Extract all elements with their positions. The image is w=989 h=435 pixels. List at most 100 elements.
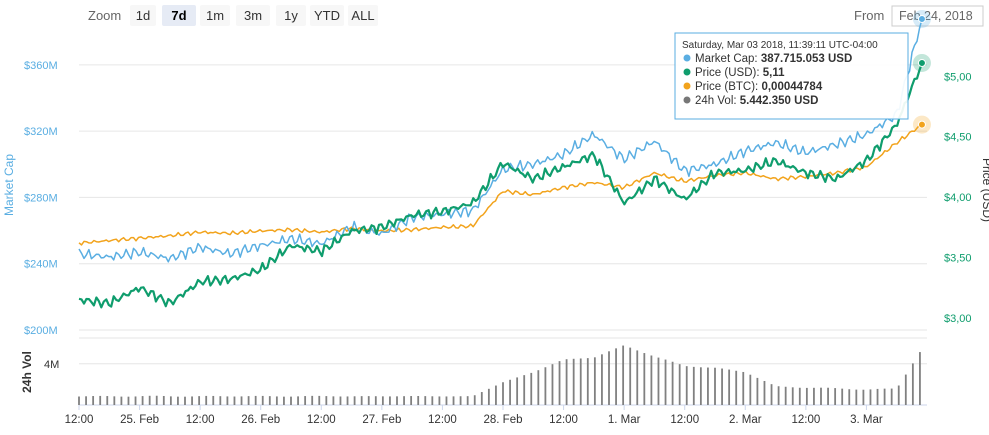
market-cap-tick-label: $280M <box>24 192 58 204</box>
tooltip-header: Saturday, Mar 03 2018, 11:39:11 UTC-04:0… <box>682 40 878 51</box>
volume-bar <box>155 395 158 405</box>
x-tick-label: 12:00 <box>186 414 215 426</box>
volume-bar <box>820 387 822 405</box>
volume-bar <box>714 367 716 405</box>
zoom-label: Zoom <box>88 8 121 23</box>
volume-tick-label: 4M <box>44 359 59 371</box>
volume-bar <box>445 396 448 405</box>
market-cap-axis-title: Market Cap <box>2 154 16 216</box>
zoom-button-ALL[interactable]: ALL <box>351 8 374 23</box>
range-selector: Zoom 1d 7d 1m 3m 1y YTD ALL From Feb 24, 2018 <box>88 5 984 27</box>
x-axis: 12:00 25. Feb 12:00 26. Feb 12:00 27. Feb 12:0… <box>65 405 883 426</box>
volume-bar <box>565 359 568 405</box>
x-tick-label: 28. Feb <box>484 414 523 426</box>
zoom-buttons: 1d 7d 1m 3m 1y YTD ALL <box>130 5 378 26</box>
zoom-button-bg-3m[interactable] <box>236 5 270 26</box>
zoom-button-3m[interactable]: 3m <box>244 8 262 23</box>
volume-bar <box>389 396 391 405</box>
x-tick-label: 26. Feb <box>241 414 280 426</box>
volume-bar <box>374 396 377 405</box>
volume-bar <box>883 388 886 405</box>
volume-bar <box>622 345 625 405</box>
volume-bar <box>120 396 123 405</box>
zoom-button-YTD[interactable]: YTD <box>314 8 340 23</box>
volume-bar <box>601 354 603 405</box>
zoom-button-1y[interactable]: 1y <box>284 8 298 23</box>
volume-bar <box>890 388 893 405</box>
x-tick-label: 2. Mar <box>729 414 762 426</box>
volume-bar <box>728 369 731 405</box>
volume-bar <box>791 387 794 405</box>
zoom-button-bg-1d[interactable] <box>130 5 156 26</box>
volume-bar <box>424 396 427 405</box>
tooltip-row-value: 5.442.350 USD <box>740 95 819 107</box>
volume-bar <box>169 396 172 405</box>
tooltip-row-label: Price (BTC): <box>695 81 761 93</box>
volume-bar <box>678 364 681 405</box>
volume-bar <box>141 396 144 405</box>
volume-bar <box>813 387 815 405</box>
zoom-button-bg-1y[interactable] <box>276 5 306 26</box>
zoom-button-bg-7d[interactable] <box>162 5 196 26</box>
volume-bar <box>523 375 526 405</box>
volume-bar <box>784 386 787 405</box>
market-cap-axis: $200M $240M $280M $320M $360M Market Cap <box>2 60 58 337</box>
volume-bar <box>834 388 837 405</box>
volume-bar <box>855 389 858 405</box>
volume-bar <box>593 357 596 405</box>
volume-bar <box>516 377 519 405</box>
volume-bar <box>268 396 271 405</box>
volume-bar <box>685 366 688 405</box>
from-date-input-box[interactable] <box>891 5 984 27</box>
tooltip-row: Market Cap: 387.715.053 USD <box>695 53 852 65</box>
volume-bar <box>742 371 745 405</box>
volume-bar <box>275 396 278 405</box>
volume-bar <box>212 395 215 405</box>
volume-bar <box>261 395 264 405</box>
tooltip-row-label: 24h Vol: <box>695 95 740 107</box>
volume-axis-title: 24h Vol <box>20 351 34 393</box>
zoom-button-bg-YTD[interactable] <box>310 5 344 26</box>
volume-bar <box>480 392 483 405</box>
tooltip-row-label: Price (USD): <box>695 67 763 79</box>
volume-bar <box>841 388 844 405</box>
volume-bar <box>148 395 151 405</box>
zoom-button-1d[interactable]: 1d <box>136 8 150 23</box>
price-usd-line <box>78 62 924 309</box>
volume-bar <box>134 396 137 405</box>
volume-bar <box>805 387 808 405</box>
volume-bar <box>198 396 201 405</box>
price-usd-tick-label: $4,50 <box>944 132 972 144</box>
market-cap-tick-label: $200M <box>24 325 58 337</box>
x-tick-label: 27. Feb <box>362 414 401 426</box>
volume-bar <box>537 370 540 405</box>
volume-bar <box>431 396 434 405</box>
x-tick-label: 12:00 <box>428 414 457 426</box>
volume-bar <box>339 396 342 405</box>
tooltip-rows: Market Cap: 387.715.053 USD Price (USD): … <box>683 53 852 107</box>
tooltip-dot <box>683 82 691 90</box>
market-cap-line <box>78 18 923 263</box>
zoom-button-bg-ALL[interactable] <box>348 5 378 26</box>
series-lines <box>78 18 924 309</box>
volume-bar <box>763 380 766 405</box>
x-tick-label: 12:00 <box>307 414 336 426</box>
volume-bar <box>318 395 321 405</box>
from-date-input[interactable]: Feb 24, 2018 <box>899 9 973 23</box>
zoom-button-1m[interactable]: 1m <box>206 8 224 23</box>
volume-bar <box>367 396 370 405</box>
volume-bar <box>459 396 462 405</box>
volume-bar <box>904 374 907 405</box>
volume-bar <box>911 363 914 405</box>
zoom-button-bg-1m[interactable] <box>200 5 230 26</box>
volume-bar <box>827 387 829 405</box>
volume-bar <box>360 396 363 405</box>
volume-bar <box>897 385 900 405</box>
tooltip-dot <box>683 68 691 76</box>
volume-bar <box>487 388 490 405</box>
volume-bar <box>707 367 709 405</box>
tooltip-row-value: 5,11 <box>763 67 785 79</box>
volume-bar <box>311 395 314 405</box>
zoom-button-7d[interactable]: 7d <box>171 8 186 23</box>
